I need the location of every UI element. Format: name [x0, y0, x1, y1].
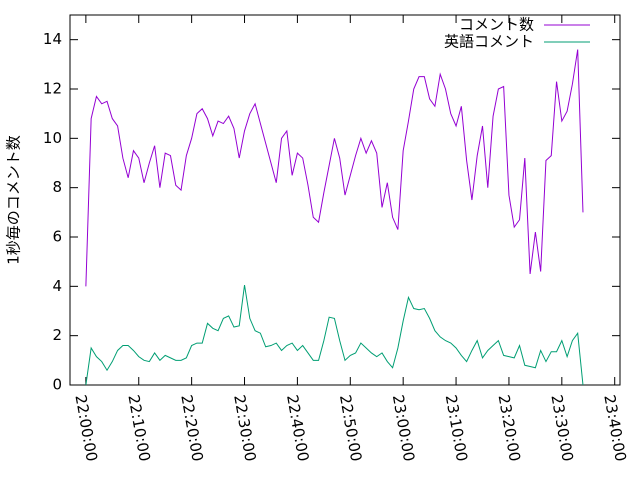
y-tick-label: 14: [43, 30, 62, 48]
y-tick-label: 4: [52, 277, 62, 295]
y-tick-label: 12: [43, 80, 62, 98]
legend-label: 英語コメント: [444, 33, 534, 51]
plot-border: [69, 14, 621, 386]
legend-label: コメント数: [459, 16, 534, 34]
series-line: [85, 49, 584, 287]
series-line: [85, 285, 584, 386]
y-tick-label: 0: [52, 376, 62, 394]
y-tick-label: 8: [52, 178, 62, 196]
y-tick-label: 2: [52, 326, 62, 344]
y-axis-label: 1秒毎のコメント数: [5, 135, 23, 265]
y-tick-label: 10: [43, 129, 62, 147]
y-tick-label: 6: [52, 228, 62, 246]
